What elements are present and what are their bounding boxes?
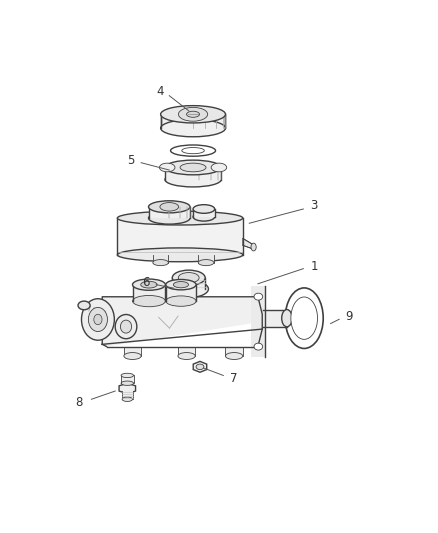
Ellipse shape [148,212,190,224]
Ellipse shape [165,172,221,187]
Polygon shape [251,286,265,357]
Text: 8: 8 [75,396,82,409]
Polygon shape [172,278,205,289]
Ellipse shape [124,352,141,359]
Ellipse shape [180,163,206,172]
Ellipse shape [141,281,157,288]
Ellipse shape [172,270,205,285]
Ellipse shape [178,352,195,359]
Polygon shape [166,285,196,301]
Polygon shape [119,383,135,394]
Ellipse shape [166,296,196,306]
Ellipse shape [178,272,199,283]
Ellipse shape [282,310,292,327]
Polygon shape [161,114,226,128]
Ellipse shape [161,119,226,137]
Ellipse shape [173,281,188,288]
Polygon shape [263,310,287,327]
Ellipse shape [178,107,208,121]
Polygon shape [226,346,243,356]
Ellipse shape [120,320,132,333]
Ellipse shape [166,279,196,290]
Ellipse shape [133,279,166,290]
Ellipse shape [153,260,168,265]
Ellipse shape [161,106,226,123]
Ellipse shape [88,308,107,332]
Ellipse shape [121,381,134,385]
Polygon shape [102,297,262,346]
Text: 5: 5 [127,154,134,167]
Ellipse shape [198,260,214,265]
Ellipse shape [160,203,179,211]
Ellipse shape [117,211,243,225]
Polygon shape [122,391,133,399]
Polygon shape [148,207,190,218]
Polygon shape [117,218,243,255]
Text: 3: 3 [311,199,318,213]
Polygon shape [243,238,254,249]
Text: 4: 4 [157,85,164,98]
Ellipse shape [121,373,134,377]
Ellipse shape [170,145,215,156]
Polygon shape [198,255,214,263]
Text: 6: 6 [142,277,149,289]
Polygon shape [121,375,134,383]
Ellipse shape [254,293,263,300]
Polygon shape [133,285,166,301]
Ellipse shape [117,248,243,262]
Ellipse shape [165,160,221,175]
Text: 9: 9 [345,310,353,322]
Polygon shape [153,255,168,263]
Ellipse shape [193,213,215,221]
Ellipse shape [182,148,204,154]
Ellipse shape [159,163,175,172]
Ellipse shape [251,243,256,251]
Ellipse shape [291,297,318,340]
Ellipse shape [133,295,166,306]
Polygon shape [193,209,215,217]
Ellipse shape [148,201,190,213]
Polygon shape [178,346,195,356]
Ellipse shape [254,343,263,350]
Ellipse shape [226,352,243,359]
Ellipse shape [94,314,102,325]
Ellipse shape [196,364,204,369]
Ellipse shape [193,205,215,213]
Polygon shape [165,167,221,180]
Ellipse shape [122,397,133,401]
Polygon shape [124,346,141,356]
Text: 7: 7 [230,373,238,385]
Ellipse shape [169,280,208,297]
Text: 1: 1 [311,260,318,273]
Ellipse shape [115,314,137,338]
Ellipse shape [211,163,227,172]
Polygon shape [193,361,207,372]
Ellipse shape [81,298,114,340]
Ellipse shape [78,301,90,310]
Ellipse shape [187,111,200,117]
